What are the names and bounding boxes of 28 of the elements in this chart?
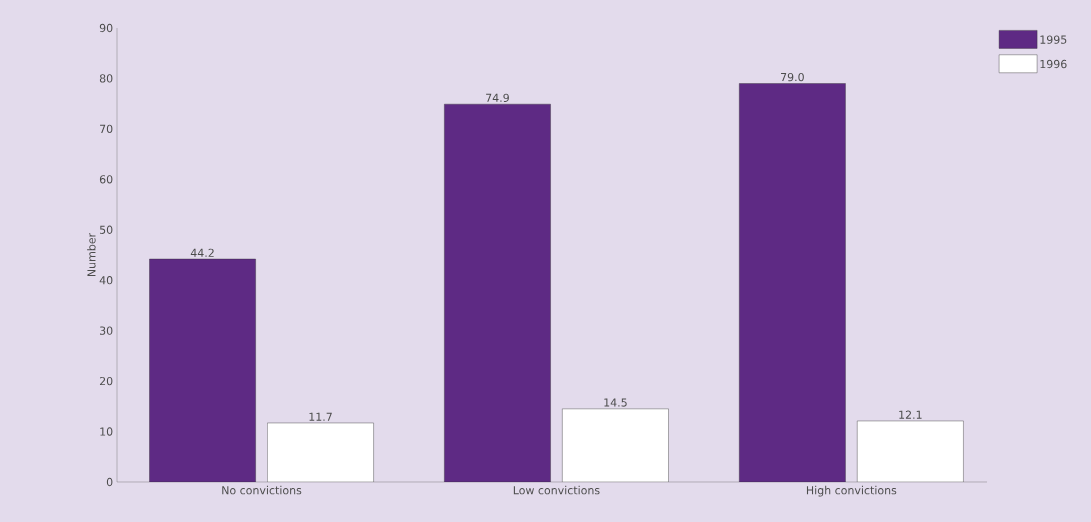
data-label: 79.0 <box>781 72 804 82</box>
y-tick-label: 20 <box>99 376 113 386</box>
legend-label: 1995 <box>1040 35 1067 44</box>
x-tick-label: No convictions <box>222 485 302 495</box>
y-tick-label: 10 <box>100 427 113 436</box>
data-label: 11.7 <box>309 412 332 421</box>
bar <box>444 103 551 482</box>
data-label: 74.9 <box>486 93 509 102</box>
y-tick-label: 0 <box>106 477 113 487</box>
y-tick-label: 30 <box>99 326 113 335</box>
y-axis-title: Number <box>87 232 96 276</box>
data-label: 14.5 <box>604 398 627 407</box>
y-tick-label: 80 <box>99 74 113 83</box>
bar <box>149 258 256 482</box>
x-tick-label: High convictions <box>806 485 897 497</box>
y-tick-label: 70 <box>100 124 113 134</box>
y-tick-label: 40 <box>99 276 113 285</box>
data-label: 44.2 <box>190 248 214 257</box>
data-label: 12.1 <box>899 410 922 419</box>
bar <box>562 408 669 482</box>
y-tick-label: 60 <box>99 175 113 184</box>
y-tick-label: 50 <box>99 225 113 234</box>
legend-label: 1996 <box>1040 59 1067 69</box>
bar <box>857 420 964 482</box>
bar <box>267 422 374 482</box>
x-tick-label: Low convictions <box>513 485 600 495</box>
bar <box>739 83 846 482</box>
y-tick-label: 90 <box>99 23 113 33</box>
